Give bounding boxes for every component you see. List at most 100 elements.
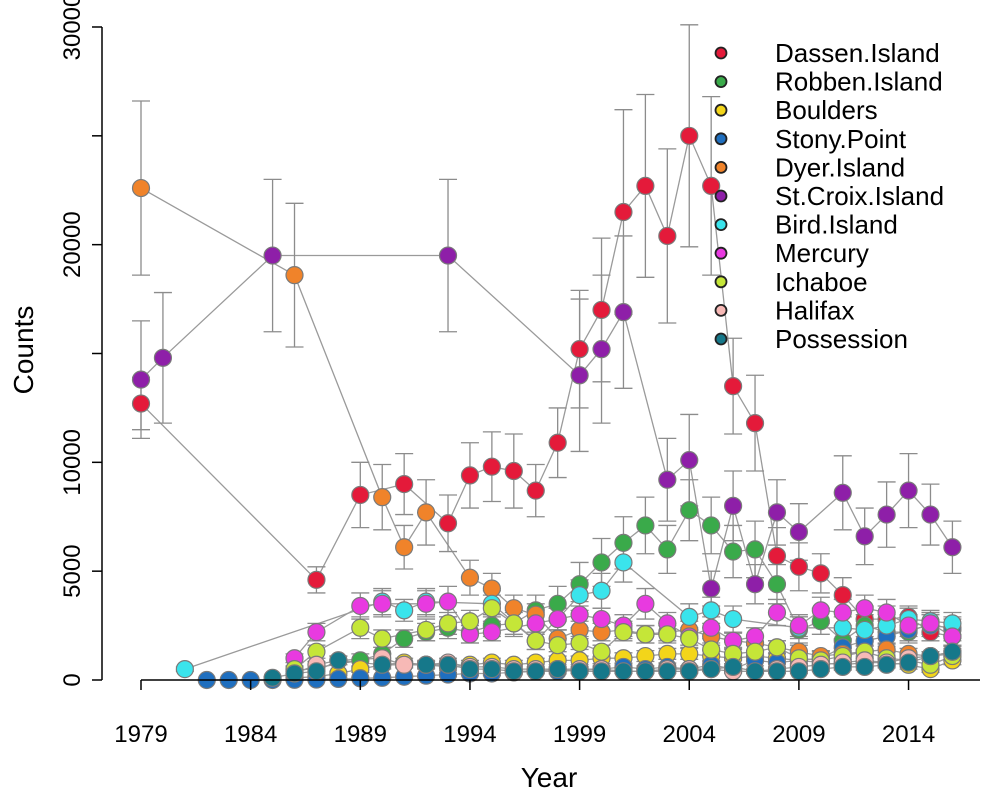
data-point bbox=[680, 644, 699, 663]
data-point bbox=[526, 631, 545, 650]
data-point bbox=[504, 599, 523, 618]
data-point bbox=[416, 620, 436, 640]
legend-marker bbox=[714, 103, 728, 117]
data-point bbox=[943, 642, 962, 661]
data-point bbox=[329, 669, 348, 689]
data-point bbox=[548, 609, 567, 629]
data-point bbox=[592, 553, 611, 572]
data-point bbox=[745, 627, 765, 646]
data-point bbox=[636, 625, 655, 644]
data-point bbox=[614, 662, 633, 681]
data-point bbox=[395, 538, 414, 557]
data-point bbox=[438, 514, 458, 533]
x-axis: 1979 1984 1989 1994 1999 2004 2009 2014 bbox=[114, 679, 980, 748]
data-point bbox=[373, 629, 392, 648]
data-point bbox=[811, 660, 830, 679]
y-tick-label: 10000 bbox=[59, 429, 86, 496]
data-point bbox=[285, 664, 304, 683]
data-point bbox=[921, 646, 940, 666]
legend-marker bbox=[714, 75, 728, 88]
data-point bbox=[592, 642, 611, 661]
data-point bbox=[833, 657, 852, 677]
data-point bbox=[438, 592, 458, 611]
data-point bbox=[351, 596, 370, 616]
legend-marker bbox=[714, 46, 728, 60]
legend-marker bbox=[714, 275, 728, 289]
data-point bbox=[680, 451, 699, 470]
data-point bbox=[329, 651, 348, 670]
data-point bbox=[592, 300, 611, 320]
data-point bbox=[658, 662, 677, 681]
x-tick-label: 1979 bbox=[114, 721, 167, 748]
data-point bbox=[855, 657, 874, 677]
x-tick-label: 2014 bbox=[882, 721, 935, 748]
data-point bbox=[570, 633, 589, 653]
x-tick-label: 1994 bbox=[443, 721, 496, 748]
legend-label: Stony.Point bbox=[775, 124, 907, 154]
data-point bbox=[526, 481, 545, 500]
data-point bbox=[570, 662, 589, 681]
data-point bbox=[131, 370, 151, 389]
x-tick-label: 1989 bbox=[334, 721, 387, 748]
data-point bbox=[504, 461, 523, 481]
data-point bbox=[680, 629, 699, 648]
data-point bbox=[855, 527, 874, 546]
data-point bbox=[745, 414, 765, 433]
data-point bbox=[395, 655, 414, 674]
data-point bbox=[307, 662, 326, 681]
data-point bbox=[833, 603, 852, 622]
data-point bbox=[416, 503, 436, 522]
data-point bbox=[373, 488, 392, 507]
data-point bbox=[570, 340, 589, 359]
data-point bbox=[614, 202, 633, 222]
data-point bbox=[680, 501, 699, 520]
data-point bbox=[767, 603, 787, 622]
data-point bbox=[307, 570, 326, 589]
data-point bbox=[724, 609, 743, 629]
data-point bbox=[285, 266, 304, 285]
data-point bbox=[614, 303, 633, 322]
data-point bbox=[789, 616, 809, 635]
data-point bbox=[570, 605, 589, 624]
data-point bbox=[263, 668, 282, 687]
legend-marker bbox=[714, 160, 728, 174]
legend-label: Boulders bbox=[775, 95, 878, 125]
data-point bbox=[811, 564, 830, 583]
data-point bbox=[855, 620, 874, 640]
series-line bbox=[140, 133, 953, 638]
legend-label: Halifax bbox=[775, 295, 854, 325]
data-point bbox=[570, 366, 589, 385]
data-point bbox=[373, 655, 392, 674]
x-tick-label: 1999 bbox=[553, 721, 606, 748]
data-point bbox=[833, 483, 852, 502]
data-point bbox=[702, 618, 721, 637]
y-tick-label: 30000 bbox=[59, 0, 86, 60]
y-axis: 0 5000 10000 20000 30000 bbox=[59, 0, 103, 687]
data-point bbox=[877, 505, 896, 524]
data-point bbox=[745, 540, 765, 559]
data-point bbox=[460, 466, 480, 485]
data-point bbox=[614, 553, 633, 572]
data-point bbox=[921, 505, 940, 524]
data-point bbox=[658, 625, 677, 644]
data-point bbox=[767, 638, 787, 657]
legend-label: Possession bbox=[775, 324, 908, 354]
data-point bbox=[570, 586, 589, 605]
data-point bbox=[131, 178, 151, 198]
data-point bbox=[877, 603, 896, 622]
data-point bbox=[395, 629, 414, 648]
data-point bbox=[395, 474, 414, 494]
data-point bbox=[789, 557, 809, 576]
data-point bbox=[351, 618, 370, 637]
data-point bbox=[943, 627, 962, 646]
data-point bbox=[658, 470, 677, 489]
legend-label: Robben.Island bbox=[775, 67, 943, 97]
data-point bbox=[658, 226, 677, 246]
x-tick-label: 2009 bbox=[772, 721, 825, 748]
data-point bbox=[636, 594, 655, 613]
data-point bbox=[416, 655, 436, 674]
data-point bbox=[460, 568, 480, 587]
data-point bbox=[833, 586, 852, 605]
data-point bbox=[724, 542, 743, 561]
